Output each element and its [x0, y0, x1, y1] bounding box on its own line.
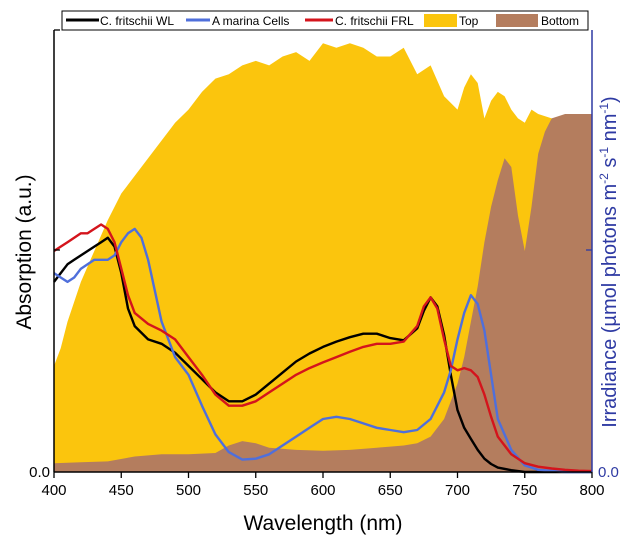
y-right-title-superscript: -1 — [597, 103, 611, 114]
line-series-group — [53, 223, 593, 474]
line-wl — [53, 236, 592, 474]
x-tick-group: 400 450 500 550 600 650 700 750 800 — [41, 472, 605, 499]
x-tick-label: 750 — [512, 482, 537, 499]
legend-label-bottom: Bottom — [541, 14, 579, 28]
x-tick-label: 800 — [579, 482, 604, 499]
y-left-axis-title: Absorption (a.u.) — [13, 174, 36, 329]
y-right-axis-title: Irradiance (µmol photons m-2 s-1 nm-1) — [597, 96, 621, 427]
line-cells — [53, 227, 592, 474]
y-right-tick-label: 0.0 — [598, 464, 619, 481]
x-axis-title: Wavelength (nm) — [243, 512, 402, 535]
y-right-title-part: s — [599, 158, 621, 174]
x-tick-label: 500 — [176, 482, 201, 499]
y-right-title-part: ) — [599, 96, 621, 103]
legend-label-frl: C. fritschii FRL — [335, 14, 414, 28]
y-right-title-superscript: -2 — [597, 173, 611, 184]
legend-label-cells: A marina Cells — [212, 14, 289, 28]
x-tick-label: 550 — [243, 482, 268, 499]
line-frl — [53, 223, 593, 473]
y-left-tick-label: 0.0 — [29, 464, 50, 481]
y-right-title-part: nm — [599, 114, 621, 147]
x-tick-label: 700 — [445, 482, 470, 499]
x-tick-label: 650 — [378, 482, 403, 499]
legend: C. fritschii WL A marina Cells C. fritsc… — [61, 10, 589, 31]
area-bottom — [54, 114, 592, 472]
area-series-group — [54, 43, 592, 473]
legend-swatch-bottom — [496, 14, 538, 27]
legend-swatch-top — [424, 14, 457, 27]
legend-label-wl: C. fritschii WL — [100, 14, 174, 28]
x-tick-label: 450 — [109, 482, 134, 499]
x-tick-label: 600 — [310, 482, 335, 499]
x-tick-label: 400 — [41, 482, 66, 499]
y-right-title-superscript: -1 — [597, 147, 611, 158]
legend-label-top: Top — [459, 14, 479, 28]
y-right-title-part: Irradiance (µmol photons m — [599, 184, 621, 428]
